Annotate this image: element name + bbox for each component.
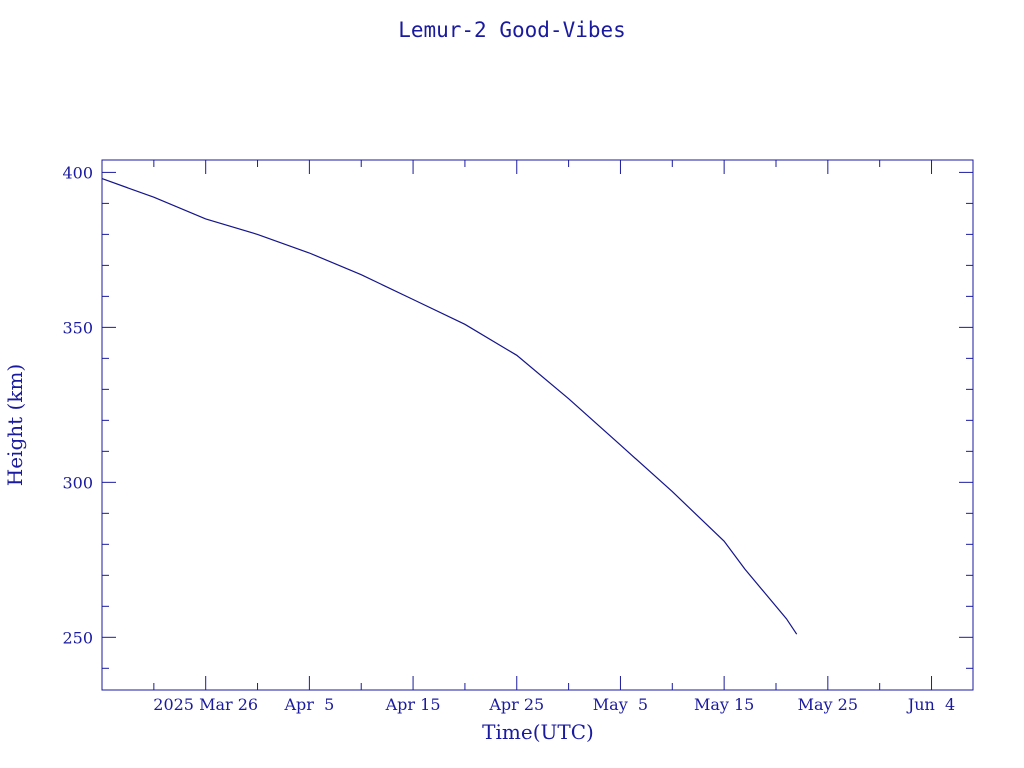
x-axis: 2025 Mar 26 Apr 5 Apr 15 Apr 25 May 5 May 15 M… bbox=[101, 160, 955, 714]
x-tick-label: 2025 Mar 26 bbox=[153, 695, 258, 714]
y-tick-label: 400 bbox=[62, 163, 93, 182]
x-tick-label: May 25 bbox=[798, 695, 858, 714]
chart-title: Lemur-2 Good-Vibes bbox=[398, 18, 626, 42]
x-tick-label: Jun 4 bbox=[906, 695, 955, 714]
x-tick-label: May 5 bbox=[593, 695, 648, 714]
x-axis-label: Time(UTC) bbox=[482, 720, 594, 744]
height-series-line bbox=[101, 178, 798, 635]
x-tick-label: Apr 5 bbox=[283, 695, 334, 714]
plot-frame bbox=[101, 159, 974, 691]
y-axis-label: Height (km) bbox=[3, 364, 27, 486]
x-tick-label: Apr 15 bbox=[385, 695, 441, 714]
y-tick-label: 250 bbox=[62, 628, 93, 647]
y-tick-label: 350 bbox=[62, 318, 93, 337]
y-tick-label: 300 bbox=[62, 473, 93, 492]
x-tick-label: Apr 25 bbox=[488, 695, 544, 714]
y-axis: 250 300 350 400 bbox=[62, 163, 973, 669]
x-tick-label: May 15 bbox=[694, 695, 754, 714]
